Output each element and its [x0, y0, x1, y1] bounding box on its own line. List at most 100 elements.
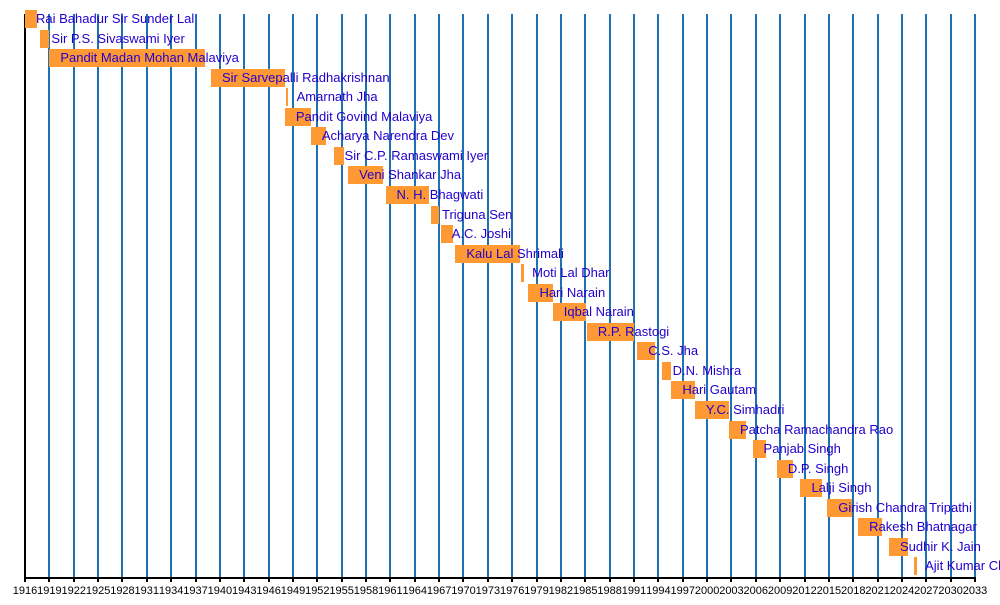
tenure-bar[interactable] — [210, 68, 285, 87]
axis-tick-label-1919: 1919 — [37, 585, 62, 597]
person-name-label[interactable]: Sir P.S. Sivaswami Iyer — [51, 30, 185, 46]
person-name-label[interactable]: C.S. Jha — [648, 343, 699, 359]
tenure-bar[interactable] — [528, 283, 553, 302]
axis-tick-2018 — [852, 577, 855, 582]
tenure-bar[interactable] — [285, 88, 289, 107]
axis-tick-label-1937: 1937 — [183, 585, 208, 597]
tenure-bar[interactable] — [888, 537, 908, 556]
gridline-1958 — [365, 14, 368, 577]
person-name-label[interactable]: Sir Sarvepalli Radhakrishnan — [221, 69, 390, 85]
tenure-bar[interactable] — [914, 557, 917, 576]
person-name-label[interactable]: Hari Gautam — [682, 382, 757, 398]
person-name-label[interactable]: Triguna Sen — [442, 206, 513, 222]
gridline-2012 — [803, 14, 806, 577]
person-name-label[interactable]: Moti Lal Dhar — [532, 265, 610, 281]
axis-tick-label-2030: 2030 — [938, 585, 963, 597]
axis-tick-1988 — [608, 577, 611, 582]
person-name-label[interactable]: Acharya Narendra Dev — [321, 128, 455, 144]
axis-tick-label-1949: 1949 — [280, 585, 306, 597]
person-name-label[interactable]: Pandit Madan Mohan Malaviya — [60, 50, 239, 66]
tenure-bar[interactable] — [694, 401, 729, 419]
tenure-bar[interactable] — [431, 205, 440, 224]
axis-tick-label-1922: 1922 — [61, 585, 86, 597]
gridline-1916 — [24, 14, 26, 577]
person-name-label[interactable]: Y.C. Simhadri — [705, 402, 785, 417]
gridline-2006 — [754, 14, 757, 577]
person-name-label[interactable]: Patcha Ramachandra Rao — [740, 421, 894, 437]
gridline-1937 — [194, 14, 197, 577]
person-name-label[interactable]: Iqbal Narain — [563, 304, 634, 320]
tenure-bar[interactable] — [440, 225, 453, 244]
axis-tick-label-1991: 1991 — [621, 585, 647, 597]
tenure-bar[interactable] — [586, 322, 634, 341]
axis-tick-label-2003: 2003 — [719, 585, 744, 597]
person-name-label[interactable]: Amarnath Jha — [296, 89, 378, 105]
person-name-label[interactable]: Hari Narain — [539, 284, 606, 300]
person-name-label[interactable]: N. H. Bhagwati — [396, 186, 484, 202]
axis-tick-1970 — [462, 577, 465, 582]
tenure-bar[interactable] — [348, 166, 384, 185]
axis-tick-label-1970: 1970 — [451, 585, 476, 597]
axis-tick-label-2018: 2018 — [840, 585, 866, 597]
person-name-label[interactable]: Panjab Singh — [763, 441, 841, 457]
axis-tick-1958 — [365, 577, 368, 582]
tenure-bar[interactable] — [25, 10, 38, 28]
gridline-1952 — [316, 14, 319, 577]
axis-tick-label-1955: 1955 — [329, 585, 354, 597]
person-name-label[interactable]: R.P. Rastogi — [597, 323, 670, 339]
axis-tick-label-2033: 2033 — [962, 585, 988, 597]
person-name-label[interactable]: Kalu Lal Shrimali — [466, 245, 564, 261]
gridline-1970 — [462, 14, 465, 577]
gridline-1946 — [267, 14, 270, 577]
tenure-bar[interactable] — [661, 361, 672, 380]
gridline-1955 — [340, 14, 343, 577]
person-name-label[interactable]: Lalji Singh — [811, 480, 872, 496]
axis-tick-1994 — [657, 577, 660, 582]
tenure-bar[interactable] — [776, 459, 794, 478]
tenure-bar[interactable] — [729, 420, 747, 439]
tenure-bar[interactable] — [333, 146, 345, 165]
tenure-bar[interactable] — [455, 244, 521, 263]
axis-tick-label-1988: 1988 — [597, 585, 622, 597]
tenure-bar[interactable] — [671, 381, 695, 400]
person-name-label[interactable]: Ajit Kumar Ch — [925, 558, 1000, 574]
gridline-1931 — [145, 14, 148, 577]
axis-tick-2006 — [754, 577, 757, 582]
tenure-bar[interactable] — [385, 185, 430, 204]
gridline-1928 — [121, 14, 124, 577]
axis-tick-label-2009: 2009 — [767, 585, 793, 597]
person-name-label[interactable]: D.P. Singh — [787, 460, 849, 476]
gridline-2009 — [779, 14, 782, 577]
axis-tick-1925 — [97, 577, 100, 582]
tenure-bar[interactable] — [49, 49, 206, 68]
tenure-bar[interactable] — [521, 264, 524, 283]
tenure-bar[interactable] — [552, 303, 587, 322]
axis-tick-label-1985: 1985 — [573, 585, 598, 597]
person-name-label[interactable]: Sir C.P. Ramaswami Iyer — [344, 147, 489, 163]
tenure-bar[interactable] — [858, 518, 882, 537]
person-name-label[interactable]: Pandit Govind Malaviya — [295, 108, 433, 124]
tenure-bar[interactable] — [752, 440, 766, 459]
tenure-bar[interactable] — [800, 479, 823, 498]
axis-tick-label-1934: 1934 — [158, 585, 184, 597]
axis-tick-1919 — [48, 577, 51, 582]
axis-tick-2021 — [876, 577, 879, 582]
axis-tick-1997 — [681, 577, 684, 582]
person-name-label[interactable]: Veni Shankar Jha — [359, 167, 462, 183]
gridline-1967 — [438, 14, 441, 577]
person-name-label[interactable]: Girish Chandra Tripathi — [838, 499, 972, 515]
tenure-bar[interactable] — [637, 342, 656, 361]
person-name-label[interactable]: A.C. Joshi — [451, 226, 511, 242]
axis-tick-label-1940: 1940 — [207, 585, 233, 597]
person-name-label[interactable]: Rai Bahadur Sir Sunder Lal — [36, 11, 195, 26]
axis-tick-1961 — [389, 577, 392, 582]
person-name-label[interactable]: D.N. Mishra — [672, 362, 742, 378]
gridline-1964 — [413, 14, 416, 577]
person-name-label[interactable]: Rakesh Bhatnagar — [869, 519, 977, 535]
tenure-bar[interactable] — [284, 107, 311, 126]
tenure-bar[interactable] — [310, 127, 327, 146]
person-name-label[interactable]: Sudhir K. Jain — [899, 538, 981, 554]
tenure-bar[interactable] — [827, 498, 852, 517]
gridline-1919 — [48, 14, 51, 577]
tenure-bar[interactable] — [40, 29, 50, 48]
